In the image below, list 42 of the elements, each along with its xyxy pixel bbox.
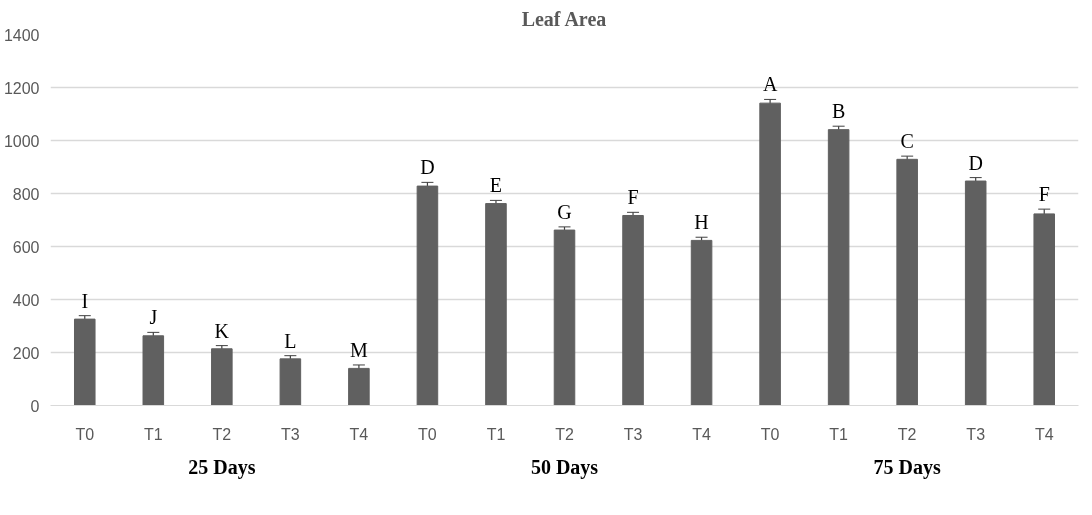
data-label: H bbox=[694, 211, 709, 234]
x-tick-label: T2 bbox=[897, 425, 917, 443]
data-label: D bbox=[420, 156, 435, 179]
y-tick-label: 200 bbox=[12, 344, 40, 362]
data-label: I bbox=[81, 289, 89, 312]
x-tick-label: T0 bbox=[760, 425, 780, 443]
data-label: M bbox=[350, 338, 369, 361]
y-tick-label: 0 bbox=[30, 397, 40, 415]
data-label: D bbox=[968, 151, 983, 174]
text: 25 Days bbox=[188, 455, 256, 479]
data-label: L bbox=[284, 329, 297, 352]
x-tick-label: T0 bbox=[75, 425, 95, 443]
x-tick-label: T0 bbox=[418, 425, 437, 443]
y-tick-label: 1200 bbox=[3, 79, 40, 97]
y-tick-label: 400 bbox=[12, 291, 40, 309]
data-label: G bbox=[557, 200, 572, 223]
y-tick-label: 1400 bbox=[3, 26, 40, 44]
x-tick-label: T4 bbox=[692, 425, 711, 443]
x-tick-label: T2 bbox=[212, 425, 232, 443]
data-label: J bbox=[149, 306, 158, 329]
x-tick-label: T3 bbox=[281, 425, 300, 443]
data-label: C bbox=[900, 130, 914, 153]
x-tick-label: T2 bbox=[555, 425, 574, 443]
y-tick-label: 800 bbox=[12, 185, 40, 203]
data-label: B bbox=[831, 100, 846, 123]
x-tick-label: T1 bbox=[486, 425, 506, 443]
data-label: F bbox=[1038, 183, 1050, 206]
x-tick-label: T1 bbox=[143, 425, 163, 443]
x-tick-label: T3 bbox=[623, 425, 643, 443]
data-label: A bbox=[762, 73, 778, 96]
data-label: K bbox=[214, 319, 230, 342]
y-tick-label: 1000 bbox=[3, 132, 40, 150]
x-tick-label: T3 bbox=[966, 425, 986, 443]
data-label: F bbox=[627, 186, 639, 209]
data-label: E bbox=[489, 174, 503, 197]
text: 75 Days bbox=[873, 455, 941, 479]
x-tick-label: T4 bbox=[1034, 425, 1054, 443]
x-tick-label: T4 bbox=[349, 425, 369, 443]
y-tick-label: 600 bbox=[12, 238, 40, 256]
x-tick-label: T1 bbox=[829, 425, 849, 443]
chart-title: Leaf Area bbox=[521, 7, 607, 30]
text: 50 Days bbox=[530, 455, 599, 479]
